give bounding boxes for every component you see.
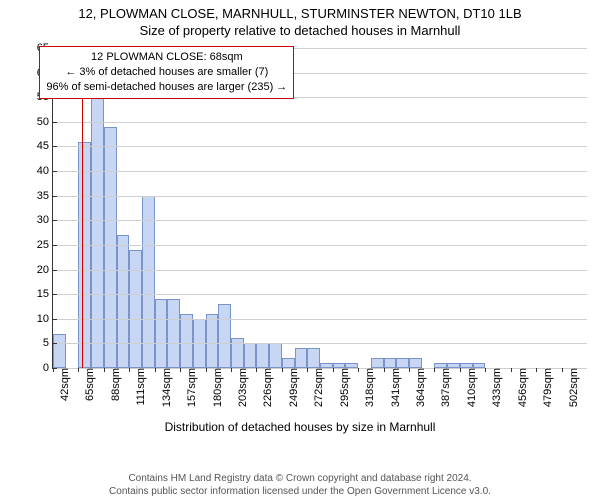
x-tick-mark	[256, 368, 257, 372]
x-tick-label: 226sqm	[260, 368, 274, 407]
histogram-bar	[409, 358, 422, 368]
annotation-line: 96% of semi-detached houses are larger (…	[46, 80, 287, 95]
x-tick-mark	[155, 368, 156, 372]
x-tick-mark	[53, 368, 54, 372]
gridline	[53, 122, 587, 123]
y-tick-label: 5	[43, 337, 53, 349]
chart: Number of detached properties 0510152025…	[0, 42, 600, 442]
histogram-bar	[269, 343, 282, 368]
y-tick-label: 50	[37, 116, 53, 128]
histogram-bar	[155, 299, 168, 368]
x-tick-label: 479sqm	[540, 368, 554, 407]
histogram-bar	[142, 196, 155, 368]
x-tick-mark	[78, 368, 79, 372]
gridline	[53, 196, 587, 197]
x-tick-mark	[104, 368, 105, 372]
x-tick-mark	[409, 368, 410, 372]
y-tick-label: 45	[37, 140, 53, 152]
gridline	[53, 270, 587, 271]
x-tick-mark	[307, 368, 308, 372]
histogram-bar	[180, 314, 193, 368]
x-tick-label: 249sqm	[286, 368, 300, 407]
x-tick-label: 502sqm	[566, 368, 580, 407]
x-tick-label: 88sqm	[108, 368, 122, 401]
y-tick-label: 10	[37, 313, 53, 325]
gridline	[53, 343, 587, 344]
x-tick-label: 180sqm	[210, 368, 224, 407]
histogram-bar	[307, 348, 320, 368]
x-tick-mark	[180, 368, 181, 372]
x-tick-label: 42sqm	[57, 368, 71, 401]
gridline	[53, 220, 587, 221]
histogram-bar	[206, 314, 219, 368]
y-tick-label: 15	[37, 288, 53, 300]
x-tick-mark	[358, 368, 359, 372]
x-tick-mark	[434, 368, 435, 372]
histogram-bar	[244, 343, 257, 368]
x-tick-label: 203sqm	[235, 368, 249, 407]
x-tick-mark	[129, 368, 130, 372]
x-tick-mark	[282, 368, 283, 372]
x-tick-label: 272sqm	[311, 368, 325, 407]
x-tick-mark	[562, 368, 563, 372]
footer-line1: Contains HM Land Registry data © Crown c…	[0, 473, 600, 486]
y-tick-label: 0	[43, 362, 53, 374]
y-tick-label: 35	[37, 190, 53, 202]
x-tick-mark	[384, 368, 385, 372]
x-tick-label: 387sqm	[438, 368, 452, 407]
footer-line2: Contains public sector information licen…	[0, 486, 600, 499]
x-tick-label: 134sqm	[159, 368, 173, 407]
x-tick-label: 111sqm	[133, 368, 147, 406]
y-tick-label: 25	[37, 239, 53, 251]
x-tick-label: 341sqm	[388, 368, 402, 407]
x-tick-mark	[206, 368, 207, 372]
histogram-bar	[104, 127, 117, 368]
x-tick-label: 65sqm	[82, 368, 96, 401]
x-tick-mark	[485, 368, 486, 372]
y-tick-label: 30	[37, 214, 53, 226]
histogram-bar	[91, 97, 104, 368]
page-title-line2: Size of property relative to detached ho…	[0, 23, 600, 40]
gridline	[53, 245, 587, 246]
y-tick-label: 40	[37, 165, 53, 177]
annotation-line: 12 PLOWMAN CLOSE: 68sqm	[46, 50, 287, 65]
histogram-bar	[371, 358, 384, 368]
x-axis-label: Distribution of detached houses by size …	[0, 420, 600, 434]
x-tick-label: 364sqm	[413, 368, 427, 407]
x-tick-label: 318sqm	[362, 368, 376, 407]
histogram-bar	[384, 358, 397, 368]
x-tick-mark	[231, 368, 232, 372]
histogram-bar	[396, 358, 409, 368]
x-tick-mark	[333, 368, 334, 372]
histogram-bar	[282, 358, 295, 368]
x-tick-label: 157sqm	[184, 368, 198, 407]
gridline	[53, 294, 587, 295]
x-tick-mark	[536, 368, 537, 372]
histogram-bar	[53, 334, 66, 368]
x-tick-mark	[511, 368, 512, 372]
plot-area: 0510152025303540455055606542sqm65sqm88sq…	[52, 48, 587, 369]
footer-attribution: Contains HM Land Registry data © Crown c…	[0, 473, 600, 498]
gridline	[53, 146, 587, 147]
histogram-bar	[78, 142, 91, 368]
annotation-line: ← 3% of detached houses are smaller (7)	[46, 65, 287, 80]
histogram-bar	[218, 304, 231, 368]
histogram-bar	[167, 299, 180, 368]
histogram-bar	[295, 348, 308, 368]
gridline	[53, 171, 587, 172]
histogram-bar	[117, 235, 130, 368]
histogram-bar	[129, 250, 142, 368]
x-tick-label: 433sqm	[489, 368, 503, 407]
x-tick-label: 410sqm	[464, 368, 478, 407]
y-tick-label: 20	[37, 264, 53, 276]
x-tick-label: 295sqm	[337, 368, 351, 407]
page-title-line1: 12, PLOWMAN CLOSE, MARNHULL, STURMINSTER…	[0, 0, 600, 23]
x-tick-label: 456sqm	[515, 368, 529, 407]
gridline	[53, 319, 587, 320]
histogram-bar	[256, 343, 269, 368]
x-tick-mark	[460, 368, 461, 372]
annotation-box: 12 PLOWMAN CLOSE: 68sqm← 3% of detached …	[39, 46, 294, 99]
